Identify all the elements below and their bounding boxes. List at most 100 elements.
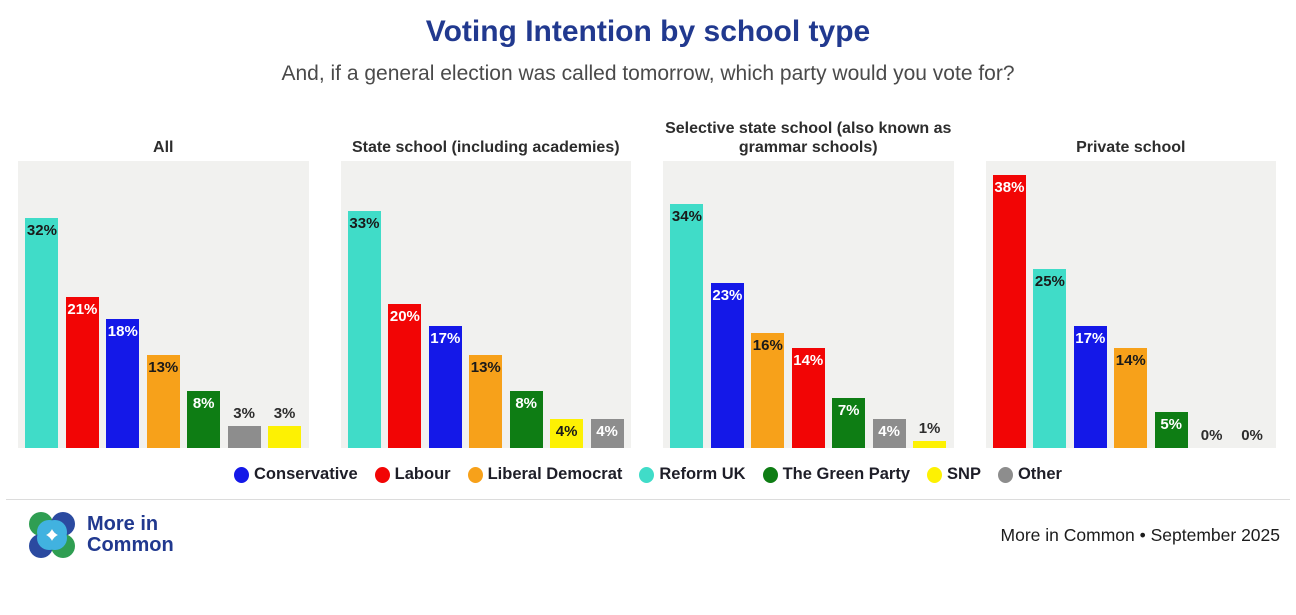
more-in-common-logo-icon <box>29 512 75 558</box>
legend-item-conservative: Conservative <box>234 465 358 484</box>
chart-panel-1: All 32% 21% 18% 13% 8% 3% 3% <box>18 114 309 448</box>
legend-label: SNP <box>947 465 981 483</box>
bar-slot: 13% <box>146 161 180 448</box>
bar-slot: 3% <box>227 161 261 448</box>
bar-slot: 17% <box>428 161 462 448</box>
bar-value-label: 8% <box>515 395 538 412</box>
bar-value-label: 8% <box>192 395 215 412</box>
bar-value-label: 38% <box>994 179 1025 196</box>
bar-slot: 7% <box>832 161 866 448</box>
page-title: Voting Intention by school type <box>425 15 871 48</box>
bar-slot: 21% <box>65 161 99 448</box>
bar-slot: 4% <box>590 161 624 448</box>
bar-other <box>872 419 906 448</box>
bar-value-label: 4% <box>878 423 900 440</box>
plot-area: 34% 23% 16% 14% 7% 4% 1% <box>663 161 954 448</box>
bar-value-label: 13% <box>148 359 179 376</box>
legend-label: Labour <box>394 465 451 483</box>
bar-reform-uk <box>1033 269 1067 448</box>
bar-slot: 4% <box>872 161 906 448</box>
legend-swatch-icon <box>374 466 390 483</box>
bar-value-label: 34% <box>671 208 702 225</box>
bar-labour <box>992 175 1026 448</box>
bar-slot: 8% <box>509 161 543 448</box>
legend-swatch-icon <box>639 466 655 483</box>
source-attribution: More in Common • September 2025 <box>1000 524 1280 545</box>
bar-slot: 34% <box>670 161 704 448</box>
bar-value-label: 25% <box>1034 273 1065 290</box>
legend-label: Other <box>1017 465 1062 483</box>
bar-the-green-party <box>509 391 543 448</box>
bar-value-label: 33% <box>349 215 380 232</box>
bar-slot: 1% <box>913 161 947 448</box>
bar-value-label: 23% <box>712 287 743 304</box>
bar-reform-uk <box>670 204 704 448</box>
brand-name-line1: More in <box>87 513 159 535</box>
footer: More in Common More in Common • Septembe… <box>0 511 1296 559</box>
bar-slot: 16% <box>751 161 785 448</box>
bar-slot: 13% <box>469 161 503 448</box>
bar-slot: 33% <box>347 161 381 448</box>
bar-slot: 4% <box>550 161 584 448</box>
bar-slot: 38% <box>992 161 1026 448</box>
bar-slot: 25% <box>1033 161 1067 448</box>
bar-liberal-democrat <box>751 333 785 448</box>
brand: More in Common <box>28 511 174 559</box>
legend-swatch-icon <box>234 466 250 483</box>
panel-title: All <box>153 139 174 156</box>
bar-liberal-democrat <box>146 355 180 448</box>
legend-swatch-icon <box>467 466 483 483</box>
bar-value-label: 14% <box>793 352 824 369</box>
legend-item-liberal-democrat: Liberal Democrat <box>467 465 622 484</box>
panel-title: Private school <box>1076 139 1186 156</box>
legend-swatch-icon <box>927 466 943 483</box>
bar-conservative <box>1073 326 1107 448</box>
bar-value-label: 4% <box>596 423 618 440</box>
brand-name: More in Common <box>87 514 174 556</box>
legend-item-other: Other <box>997 465 1062 484</box>
bar-snp <box>913 441 947 448</box>
legend-item-snp: SNP <box>927 465 981 484</box>
bar-slot: 0% <box>1236 161 1269 448</box>
bar-slot: 0% <box>1195 161 1228 448</box>
plot-area: 33% 20% 17% 13% 8% 4% 4% <box>340 161 631 448</box>
bar-labour <box>65 297 99 448</box>
bar-slot: 18% <box>106 161 140 448</box>
bar-slot: 14% <box>791 161 825 448</box>
legend-item-reform-uk: Reform UK <box>639 465 746 484</box>
bar-snp <box>550 419 584 448</box>
legend-label: The Green Party <box>782 465 911 483</box>
bar-conservative <box>710 283 744 448</box>
plot-area: 38% 25% 17% 14% 5% 0% 0% <box>985 161 1276 448</box>
chart-panel-3: Selective state school (also known as gr… <box>663 114 954 448</box>
chart-legend: Conservative Labour Liberal Democrat Reform… <box>0 465 1296 484</box>
bar-value-label: 13% <box>470 359 501 376</box>
legend-swatch-icon <box>997 466 1013 483</box>
chart-panel-4: Private school 38% 25% 17% 14% 5% 0% 0% <box>985 114 1276 448</box>
bar-value-label: 21% <box>67 301 98 318</box>
bar-the-green-party <box>832 398 866 448</box>
bar-value-label: 0% <box>1200 427 1223 444</box>
bar-reform-uk <box>347 211 381 448</box>
bar-liberal-democrat <box>1114 348 1148 448</box>
bar-slot: 23% <box>710 161 744 448</box>
bar-slot: 8% <box>187 161 221 448</box>
bar-value-label: 18% <box>107 323 138 340</box>
legend-swatch-icon <box>762 466 778 483</box>
page-subtitle: And, if a general election was called to… <box>281 62 1015 85</box>
bar-slot: 5% <box>1154 161 1188 448</box>
bar-value-label: 32% <box>26 222 57 239</box>
bar-value-label: 17% <box>1075 330 1106 347</box>
chart-panels-row: All 32% 21% 18% 13% 8% 3% 3% State school (inclu… <box>18 114 1276 448</box>
bar-conservative <box>106 319 140 448</box>
panel-title: State school (including academies) <box>351 139 620 156</box>
legend-item-labour: Labour <box>374 465 451 484</box>
bar-liberal-democrat <box>469 355 503 448</box>
legend-item-the-green-party: The Green Party <box>762 465 911 484</box>
footer-divider <box>6 499 1290 500</box>
bar-value-label: 4% <box>555 423 578 440</box>
brand-name-line2: Common <box>87 534 174 556</box>
bar-slot: 32% <box>25 161 59 448</box>
legend-label: Reform UK <box>659 465 746 483</box>
bar-labour <box>791 348 825 448</box>
